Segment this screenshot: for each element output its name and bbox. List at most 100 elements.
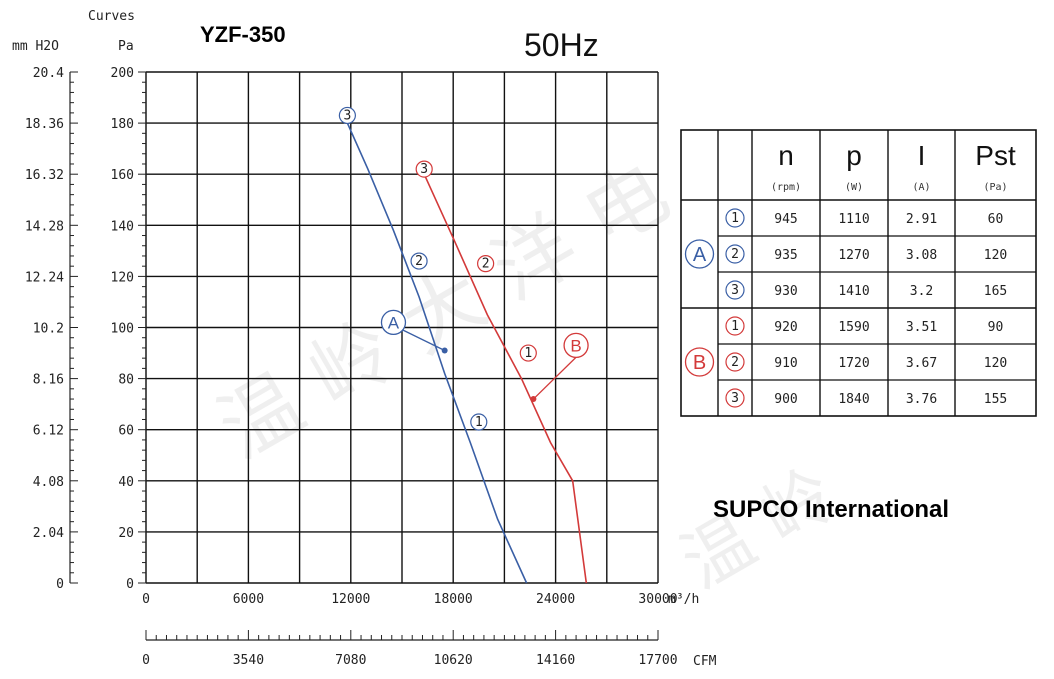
table-cell-pst: 155 bbox=[984, 392, 1007, 407]
x2-tick-label: 14160 bbox=[536, 653, 575, 668]
x2-tick-label: 17700 bbox=[638, 653, 677, 668]
operating-point-b bbox=[530, 396, 537, 403]
operating-leader-a bbox=[399, 327, 445, 352]
y-tick-label-mm: 0 bbox=[56, 577, 64, 592]
operating-leader-b bbox=[532, 350, 583, 400]
table-header-1: p bbox=[846, 140, 862, 171]
table-cell-n: 900 bbox=[774, 392, 797, 407]
table-row-marker-label: 1 bbox=[731, 319, 739, 334]
table-header-unit-3: (Pa) bbox=[983, 182, 1007, 193]
table-cell-p: 1410 bbox=[838, 284, 869, 299]
y-tick-label-pa: 140 bbox=[111, 219, 134, 234]
table-cell-i: 2.91 bbox=[906, 212, 937, 227]
table-row-marker-label: 2 bbox=[731, 247, 739, 262]
table-header-unit-2: (A) bbox=[912, 182, 930, 193]
curve-marker-b-2 bbox=[477, 255, 495, 273]
curve-marker-label: 2 bbox=[482, 257, 490, 272]
y-tick-label-pa: 40 bbox=[118, 475, 134, 490]
table-row-marker bbox=[725, 352, 745, 372]
x2-tick-label: 7080 bbox=[335, 653, 366, 668]
y-right-unit: Pa bbox=[118, 39, 134, 54]
x-unit: m³/h bbox=[668, 592, 699, 607]
table-cell-p: 1590 bbox=[838, 320, 869, 335]
y-tick-label-pa: 100 bbox=[111, 322, 134, 337]
table-row-marker bbox=[725, 244, 745, 264]
y-tick-label-mm: 12.24 bbox=[25, 270, 64, 285]
table-header-unit-0: (rpm) bbox=[771, 182, 801, 193]
table-cell-pst: 120 bbox=[984, 248, 1007, 263]
y-tick-label-pa: 180 bbox=[111, 117, 134, 132]
table-cell-i: 3.2 bbox=[910, 284, 933, 299]
curve-marker-label: 3 bbox=[420, 162, 428, 177]
table-row-marker-label: 1 bbox=[731, 211, 739, 226]
y-tick-label-mm: 10.2 bbox=[33, 322, 64, 337]
table-cell-pst: 165 bbox=[984, 284, 1007, 299]
table-cell-i: 3.08 bbox=[906, 248, 937, 263]
table-cell-n: 935 bbox=[774, 248, 797, 263]
y-tick-label-mm: 18.36 bbox=[25, 117, 64, 132]
y-tick-label-mm: 2.04 bbox=[33, 526, 64, 541]
table-row-marker-label: 2 bbox=[731, 355, 739, 370]
table-cell-p: 1270 bbox=[838, 248, 869, 263]
series-line-a bbox=[346, 122, 528, 584]
table-cell-n: 945 bbox=[774, 212, 797, 227]
table-cell-i: 3.67 bbox=[906, 356, 937, 371]
y-tick-label-pa: 200 bbox=[111, 66, 134, 81]
y-tick-label-mm: 20.4 bbox=[33, 66, 64, 81]
table-border bbox=[680, 129, 1037, 417]
table-cell-n: 910 bbox=[774, 356, 797, 371]
table-cell-pst: 90 bbox=[988, 320, 1004, 335]
svg-text:温 岭: 温 岭 bbox=[668, 453, 850, 605]
table-header-unit-1: (W) bbox=[845, 182, 863, 193]
x-tick-label: 12000 bbox=[331, 592, 370, 607]
table-cell-i: 3.51 bbox=[906, 320, 937, 335]
table-group-circle-a bbox=[684, 239, 715, 269]
plot-area: 02040608010012014016018020002.044.086.12… bbox=[25, 66, 678, 668]
table-row-marker bbox=[725, 280, 745, 300]
y-tick-label-pa: 160 bbox=[111, 168, 134, 183]
x-tick-label: 6000 bbox=[233, 592, 264, 607]
curve-marker-a-3 bbox=[338, 106, 356, 125]
curve-marker-b-3 bbox=[415, 160, 433, 178]
chart-subtitle: 50Hz bbox=[524, 27, 599, 63]
y-tick-label-pa: 60 bbox=[118, 424, 134, 439]
x2-tick-label: 0 bbox=[142, 653, 150, 668]
table-cell-n: 920 bbox=[774, 320, 797, 335]
performance-table: n (rpm) p (W) I (A) Pst (Pa) A 1 945 1110 2.91 60 2 935… bbox=[680, 129, 1037, 417]
table-row-marker-label: 3 bbox=[731, 283, 739, 298]
table-cell-p: 1840 bbox=[838, 392, 869, 407]
x-tick-label: 24000 bbox=[536, 592, 575, 607]
curve-marker-a-1 bbox=[470, 413, 488, 431]
y-tick-label-mm: 6.12 bbox=[33, 424, 64, 439]
operating-point-a bbox=[441, 347, 448, 354]
table-cell-pst: 60 bbox=[988, 212, 1004, 227]
y-tick-label-mm: 8.16 bbox=[33, 373, 64, 388]
table-row-marker bbox=[725, 208, 745, 228]
x-tick-label: 30000 bbox=[638, 592, 677, 607]
x-tick-label: 0 bbox=[142, 592, 150, 607]
curve-marker-label: 2 bbox=[415, 254, 423, 269]
table-cell-pst: 120 bbox=[984, 356, 1007, 371]
y-tick-label-mm: 16.32 bbox=[25, 168, 64, 183]
curve-marker-a-2 bbox=[410, 252, 428, 270]
y-tick-label-pa: 20 bbox=[118, 526, 134, 541]
table-cell-n: 930 bbox=[774, 284, 797, 299]
y-header: Curves bbox=[88, 9, 135, 24]
operating-label-circle-b bbox=[563, 332, 589, 359]
operating-label-circle-a bbox=[380, 309, 407, 336]
table-group-label-a: A bbox=[693, 244, 707, 266]
table-group-circle-b bbox=[684, 347, 715, 377]
table-row-marker bbox=[725, 388, 745, 408]
x2-tick-label: 10620 bbox=[434, 653, 473, 668]
table-group-label-b: B bbox=[693, 352, 706, 374]
series-line-b bbox=[423, 173, 588, 584]
curve-marker-b-1 bbox=[519, 344, 537, 362]
x2-unit: CFM bbox=[693, 654, 717, 669]
curve-marker-label: 3 bbox=[343, 108, 351, 123]
table-header-2: I bbox=[918, 140, 926, 171]
table-row-marker bbox=[725, 316, 745, 336]
table-header-3: Pst bbox=[975, 140, 1016, 171]
chart-title: YZF-350 bbox=[200, 22, 286, 47]
operating-label-a: A bbox=[388, 313, 400, 332]
